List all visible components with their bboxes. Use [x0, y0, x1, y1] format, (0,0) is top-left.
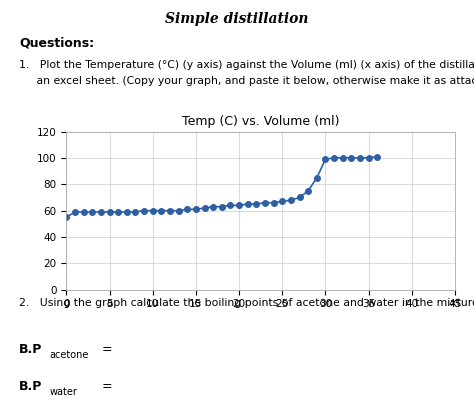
Text: acetone: acetone [50, 350, 89, 360]
Text: B.P: B.P [19, 380, 42, 393]
Text: B.P: B.P [19, 343, 42, 356]
Text: =: = [102, 343, 112, 356]
Text: 2.   Using the graph calculate the boiling points of acetone and water in the mi: 2. Using the graph calculate the boiling… [19, 298, 474, 308]
Text: 1.   Plot the Temperature (°C) (y axis) against the Volume (ml) (x axis) of the : 1. Plot the Temperature (°C) (y axis) ag… [19, 60, 474, 69]
Title: Temp (C) vs. Volume (ml): Temp (C) vs. Volume (ml) [182, 115, 339, 127]
Text: water: water [50, 387, 78, 397]
Text: an excel sheet. (Copy your graph, and paste it below, otherwise make it as attac: an excel sheet. (Copy your graph, and pa… [19, 76, 474, 86]
Text: Simple distillation: Simple distillation [165, 12, 309, 26]
Text: =: = [102, 380, 112, 393]
Text: Questions:: Questions: [19, 37, 94, 50]
